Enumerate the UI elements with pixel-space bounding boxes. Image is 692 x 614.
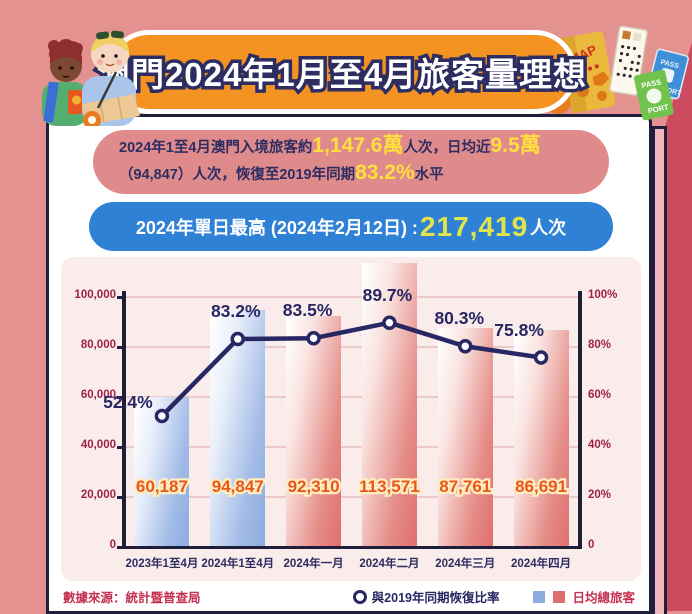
peak-day-suffix: 人次 bbox=[530, 217, 567, 238]
y-axis-label: 100,000 bbox=[74, 289, 116, 301]
y-axis-tick bbox=[117, 546, 124, 549]
svg-text:PASS: PASS bbox=[660, 59, 680, 70]
y-axis-label: 0 bbox=[109, 539, 116, 551]
red-bar-swatch-icon bbox=[553, 590, 566, 603]
chart-footer: 數據來源：統計暨普查局 與2019年同期恢復比率 日均總旅客 bbox=[49, 587, 649, 606]
y-axis-tick bbox=[117, 496, 124, 499]
legend-bar-label: 日均總旅客 bbox=[572, 591, 635, 605]
x-axis-line bbox=[122, 545, 580, 549]
legend-item-bars: 日均總旅客 bbox=[533, 587, 635, 606]
data-source: 數據來源：統計暨普查局 bbox=[63, 591, 201, 605]
bar-2024年1至4月 bbox=[210, 309, 266, 547]
daily-average-value: 9.5萬 bbox=[490, 134, 541, 158]
y-axis-tick bbox=[117, 446, 124, 449]
svg-text:PORT: PORT bbox=[647, 102, 670, 115]
right-axis-label: 20% bbox=[588, 489, 612, 501]
summary-box: 2024年1至4月澳門入境旅客約1,147.6萬人次，日均近9.5萬 （94,8… bbox=[93, 130, 609, 194]
x-axis-label: 2024年四月 bbox=[511, 558, 572, 570]
x-axis-label: 2023年1至4月 bbox=[125, 558, 199, 570]
bar-2024年二月 bbox=[361, 263, 417, 547]
x-axis-label: 2024年二月 bbox=[359, 558, 420, 570]
bar-value-label: 86,691 bbox=[513, 475, 570, 499]
tourists-illustration bbox=[42, 30, 140, 126]
x-axis-label: 2024年1至4月 bbox=[201, 558, 275, 570]
line-point-marker bbox=[306, 331, 321, 346]
chart-panel: 0 0 20,000 20% 40,000 40% 60,000 60% 80,000 80% 10… bbox=[61, 257, 641, 581]
line-point-label: 52.4% bbox=[103, 392, 153, 412]
right-axis-line bbox=[578, 291, 582, 549]
line-marker-icon bbox=[352, 589, 367, 604]
passport-green-icon: PASS PORT bbox=[633, 69, 674, 121]
title-banner: 澳門2024年1月至4月旅客量理想 bbox=[93, 30, 590, 114]
line-point-marker bbox=[230, 331, 245, 347]
gridline bbox=[124, 496, 579, 498]
line-point-label: 80.3% bbox=[434, 308, 485, 329]
right-axis-label: 0 bbox=[588, 539, 595, 551]
y-axis-label: 80,000 bbox=[80, 339, 116, 351]
bar-value-label: 87,761 bbox=[437, 475, 494, 499]
gridline bbox=[124, 296, 579, 298]
y-axis-label: 60,000 bbox=[80, 389, 116, 401]
line-point-label: 75.8% bbox=[494, 319, 544, 340]
peak-day-label: 2024年單日最高 (2024年2月12日) : bbox=[135, 217, 418, 238]
y-axis-line bbox=[122, 291, 126, 549]
line-point-label: 89.7% bbox=[362, 284, 413, 305]
svg-text:PASS: PASS bbox=[641, 77, 662, 90]
peak-day-box: 2024年單日最高 (2024年2月12日) : 217,419 人次 bbox=[89, 202, 613, 251]
line-point-marker bbox=[154, 408, 170, 424]
bar-2024年一月 bbox=[286, 316, 342, 547]
line-point-marker bbox=[382, 315, 397, 330]
recovery-rate-value: 83.2% bbox=[355, 161, 415, 184]
gridline bbox=[124, 396, 579, 398]
svg-text:PORT: PORT bbox=[661, 86, 682, 98]
card-side-edge bbox=[652, 126, 667, 614]
y-axis-label: 20,000 bbox=[80, 489, 116, 501]
y-axis-label: 40,000 bbox=[80, 439, 116, 451]
chart-legend: 與2019年同期恢復比率 日均總旅客 bbox=[352, 587, 635, 606]
bar-value-label: 113,571 bbox=[357, 475, 422, 499]
recovery-rate-line bbox=[154, 315, 549, 424]
bar-2024年四月 bbox=[513, 330, 569, 547]
blue-bar-swatch-icon bbox=[533, 590, 546, 603]
line-point-label: 83.5% bbox=[282, 300, 333, 321]
tourist-left bbox=[42, 39, 88, 126]
y-axis-tick bbox=[117, 346, 124, 349]
summary-line-2: （94,847）人次，恢復至2019年同期83.2%水平 bbox=[119, 161, 444, 184]
line-point-marker bbox=[533, 350, 549, 365]
page-title: 澳門2024年1月至4月旅客量理想 bbox=[93, 53, 589, 97]
content-card: 2024年1至4月澳門入境旅客約1,147.6萬人次，日均近9.5萬 （94,8… bbox=[46, 114, 652, 614]
right-axis-label: 100% bbox=[588, 289, 618, 301]
bar-2024年三月 bbox=[437, 327, 493, 547]
line-point-label: 83.2% bbox=[210, 301, 261, 321]
peak-day-value: 217,419 bbox=[419, 210, 529, 242]
bar-value-label: 92,310 bbox=[285, 475, 342, 499]
map-icon: MAP bbox=[559, 31, 616, 114]
tourist-right bbox=[82, 30, 140, 126]
bar-value-label: 94,847 bbox=[210, 475, 267, 499]
line-point-marker bbox=[458, 339, 473, 354]
summary-line-1: 2024年1至4月澳門入境旅客約1,147.6萬人次，日均近9.5萬 bbox=[119, 134, 541, 158]
gridline bbox=[124, 446, 579, 448]
right-axis-label: 80% bbox=[588, 339, 612, 351]
right-axis-label: 40% bbox=[588, 439, 612, 451]
y-axis-tick bbox=[117, 396, 124, 399]
legend-item-line: 與2019年同期恢復比率 bbox=[352, 587, 500, 606]
legend-line-label: 與2019年同期恢復比率 bbox=[371, 591, 500, 605]
gridline bbox=[124, 346, 579, 348]
x-axis-label: 2024年一月 bbox=[283, 558, 344, 570]
right-axis-label: 60% bbox=[588, 389, 612, 401]
total-visitors-value: 1,147.6萬 bbox=[312, 134, 404, 158]
x-axis-label: 2024年三月 bbox=[435, 558, 496, 570]
y-axis-tick bbox=[117, 296, 124, 299]
bar-value-label: 60,187 bbox=[134, 475, 191, 499]
